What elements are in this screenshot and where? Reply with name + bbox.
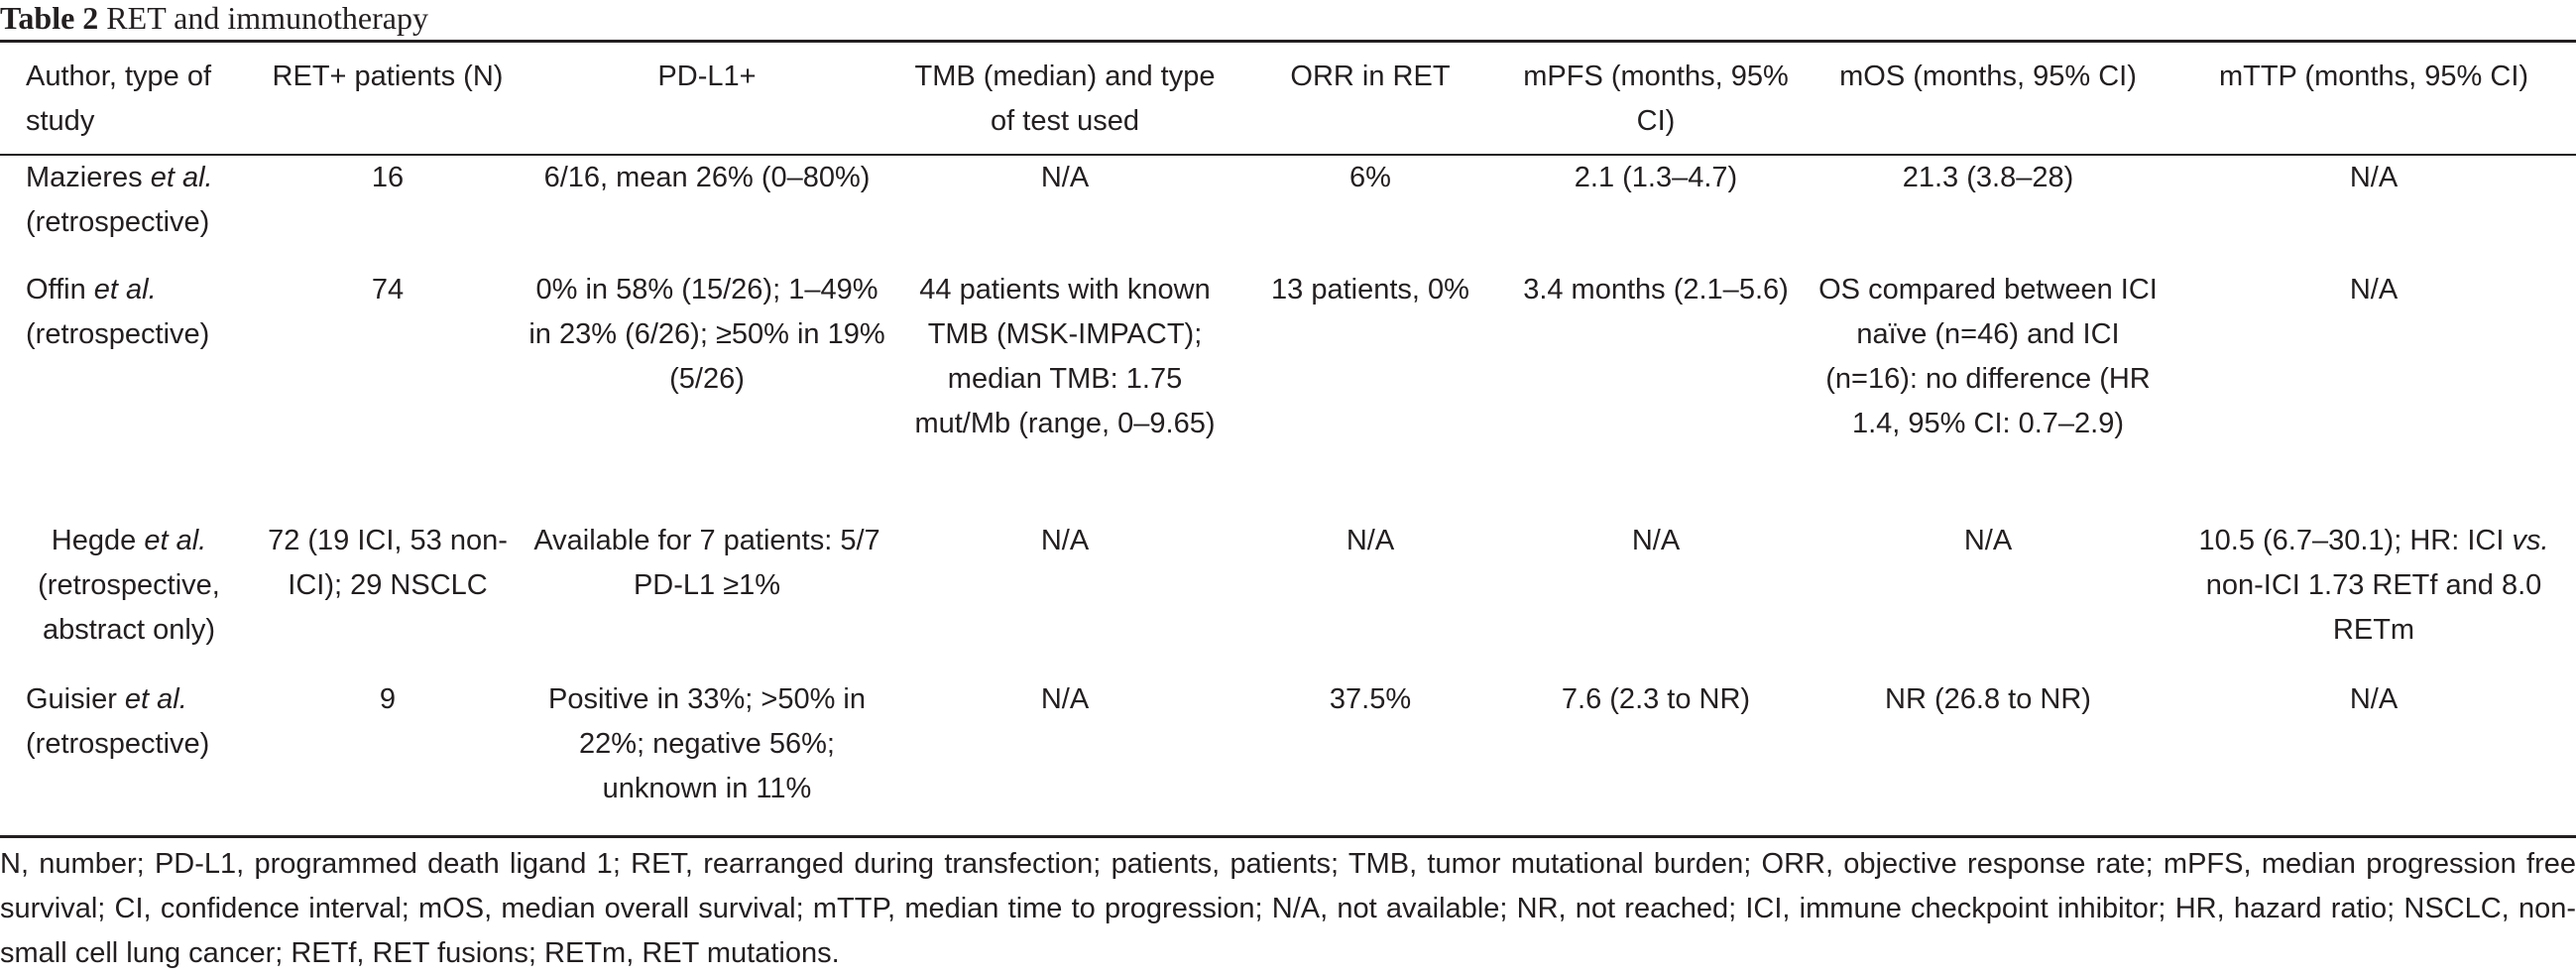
table-row: Hegde et al. (retrospective, abstract onl… <box>0 507 2576 666</box>
study-type: (retrospective) <box>26 206 210 238</box>
mos-cell: OS compared between ICI naïve (n=46) and… <box>1818 274 2158 439</box>
mos-cell: N/A <box>1963 525 2013 556</box>
author-name: Guisier <box>26 683 117 715</box>
header-tmb: TMB (median) and type of test used <box>914 61 1216 137</box>
orr-cell: N/A <box>1346 525 1395 556</box>
tmb-cell: N/A <box>1040 525 1090 556</box>
author-name: Offin <box>26 274 86 305</box>
mpfs-cell: N/A <box>1631 525 1681 556</box>
author-cell: Guisier et al. (retrospective) <box>0 666 258 826</box>
bottom-rule <box>0 835 2576 838</box>
pdl1-cell: Positive in 33%; >50% in 22%; negative 5… <box>548 683 866 804</box>
mttp-cell: N/A <box>2349 683 2399 715</box>
top-rule <box>0 40 2576 43</box>
patients-cell: 72 (19 ICI, 53 non-ICI); 29 NSCLC <box>268 525 508 601</box>
header-author: Author, type of study <box>26 61 212 137</box>
mpfs-cell: 2.1 (1.3–4.7) <box>1574 162 1738 193</box>
tmb-cell: N/A <box>1040 683 1090 715</box>
et-al: et al. <box>124 683 187 715</box>
study-type: (retrospective, abstract only) <box>38 569 220 646</box>
pdl1-cell: 0% in 58% (15/26); 1–49% in 23% (6/26); … <box>528 274 885 395</box>
study-type: (retrospective) <box>26 318 210 350</box>
et-al: et al. <box>93 274 157 305</box>
mttp-text: 10.5 (6.7–30.1); HR: ICI <box>2198 525 2513 556</box>
table-caption: Table 2 RET and immunotherapy <box>0 0 428 40</box>
pdl1-cell: Available for 7 patients: 5/7 PD-L1 ≥1% <box>533 525 880 601</box>
author-cell: Hegde et al. (retrospective, abstract onl… <box>0 507 258 666</box>
orr-cell: 37.5% <box>1329 683 1412 715</box>
header-row: Author, type of study RET+ patients (N) … <box>0 43 2576 144</box>
table-caption-label: Table 2 <box>0 0 99 36</box>
table-footnote: N, number; PD-L1, programmed death ligan… <box>0 848 2576 969</box>
study-type: (retrospective) <box>26 728 210 760</box>
header-mos: mOS (months, 95% CI) <box>1839 61 2137 92</box>
mttp-cell: N/A <box>2349 274 2399 305</box>
header-patients: RET+ patients (N) <box>272 61 504 92</box>
author-name: Hegde <box>51 525 137 556</box>
orr-cell: 6% <box>1349 162 1391 193</box>
mttp-cell: N/A <box>2349 162 2399 193</box>
patients-cell: 74 <box>371 274 405 305</box>
header-pdl1: PD-L1+ <box>657 61 757 92</box>
header-mpfs: mPFS (months, 95% CI) <box>1523 61 1789 137</box>
et-al: et al. <box>150 162 213 193</box>
mttp-cell: 10.5 (6.7–30.1); HR: ICI vs. non-ICI 1.7… <box>2171 507 2576 666</box>
author-name: Mazieres <box>26 162 143 193</box>
table-row: Guisier et al. (retrospective) 9 Positive… <box>0 666 2576 826</box>
mttp-text: non-ICI 1.73 RETf and 8.0 RETm <box>2205 569 2542 646</box>
patients-cell: 9 <box>379 683 397 715</box>
tmb-cell: 44 patients with known TMB (MSK-IMPACT);… <box>914 274 1216 439</box>
mpfs-cell: 7.6 (2.3 to NR) <box>1561 683 1751 715</box>
author-cell: Offin et al. (retrospective) <box>0 256 258 507</box>
header-orr: ORR in RET <box>1290 61 1451 92</box>
mos-cell: NR (26.8 to NR) <box>1885 683 2091 715</box>
header-mttp: mTTP (months, 95% CI) <box>2218 61 2529 92</box>
table-row: Mazieres et al. (retrospective) 16 6/16, … <box>0 144 2576 256</box>
orr-cell: 13 patients, 0% <box>1271 274 1469 305</box>
vs-label: vs. <box>2512 525 2549 556</box>
et-al: et al. <box>144 525 207 556</box>
header-rule <box>0 154 2576 156</box>
patients-cell: 16 <box>371 162 405 193</box>
table-row: Offin et al. (retrospective) 74 0% in 58%… <box>0 256 2576 507</box>
mpfs-cell: 3.4 months (2.1–5.6) <box>1523 274 1789 305</box>
mos-cell: 21.3 (3.8–28) <box>1902 162 2074 193</box>
author-cell: Mazieres et al. (retrospective) <box>0 144 258 256</box>
data-table: Author, type of study RET+ patients (N) … <box>0 43 2576 826</box>
tmb-cell: N/A <box>1040 162 1090 193</box>
pdl1-cell: 6/16, mean 26% (0–80%) <box>543 162 871 193</box>
table-caption-title: RET and immunotherapy <box>98 0 428 36</box>
